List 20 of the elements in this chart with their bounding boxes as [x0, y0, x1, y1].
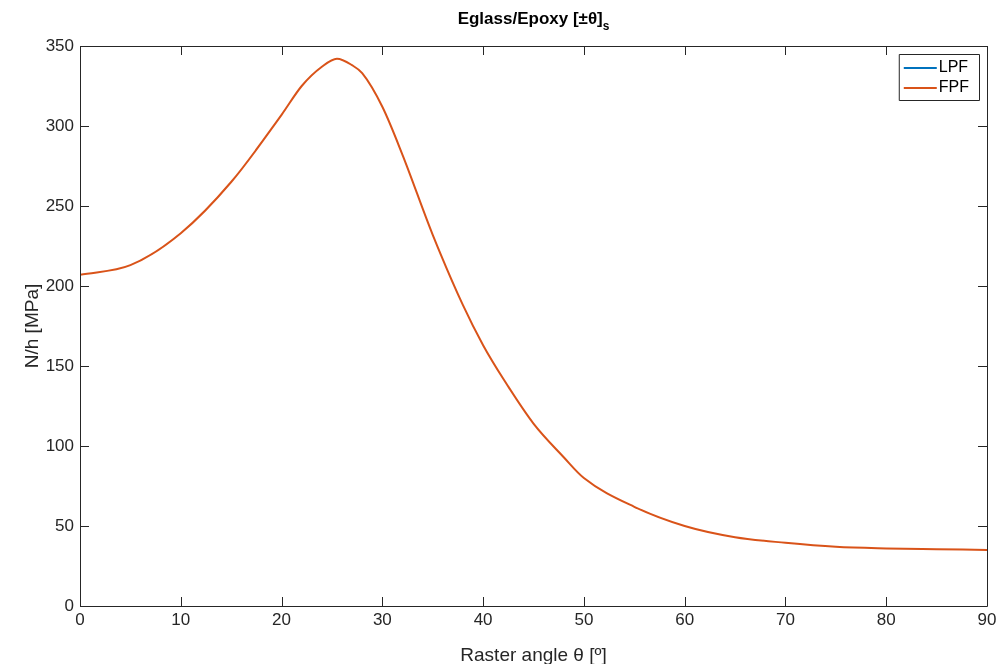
y-tick-label: 250 — [45, 195, 74, 215]
x-tick-label: 90 — [977, 609, 997, 629]
x-tick-label: 10 — [171, 609, 191, 629]
y-tick-label: 50 — [55, 515, 74, 535]
legend-label: LPF — [938, 58, 969, 76]
legend-label: FPF — [938, 78, 970, 96]
x-tick-label: 60 — [675, 609, 695, 629]
x-tick-label: 20 — [272, 609, 292, 629]
y-tick-label: 300 — [45, 115, 74, 135]
y-tick-label: 150 — [45, 355, 74, 375]
y-axis-title: N/h [MPa] — [21, 283, 42, 369]
x-tick-label: 30 — [372, 609, 392, 629]
y-tick-label: 0 — [64, 595, 74, 615]
y-tick-label: 350 — [45, 35, 74, 55]
x-tick-label: 40 — [473, 609, 493, 629]
y-tick-label: 100 — [45, 435, 74, 455]
x-tick-label: 50 — [574, 609, 594, 629]
x-tick-label: 70 — [775, 609, 795, 629]
y-tick-label: 200 — [45, 275, 74, 295]
x-tick-label: 80 — [876, 609, 896, 629]
